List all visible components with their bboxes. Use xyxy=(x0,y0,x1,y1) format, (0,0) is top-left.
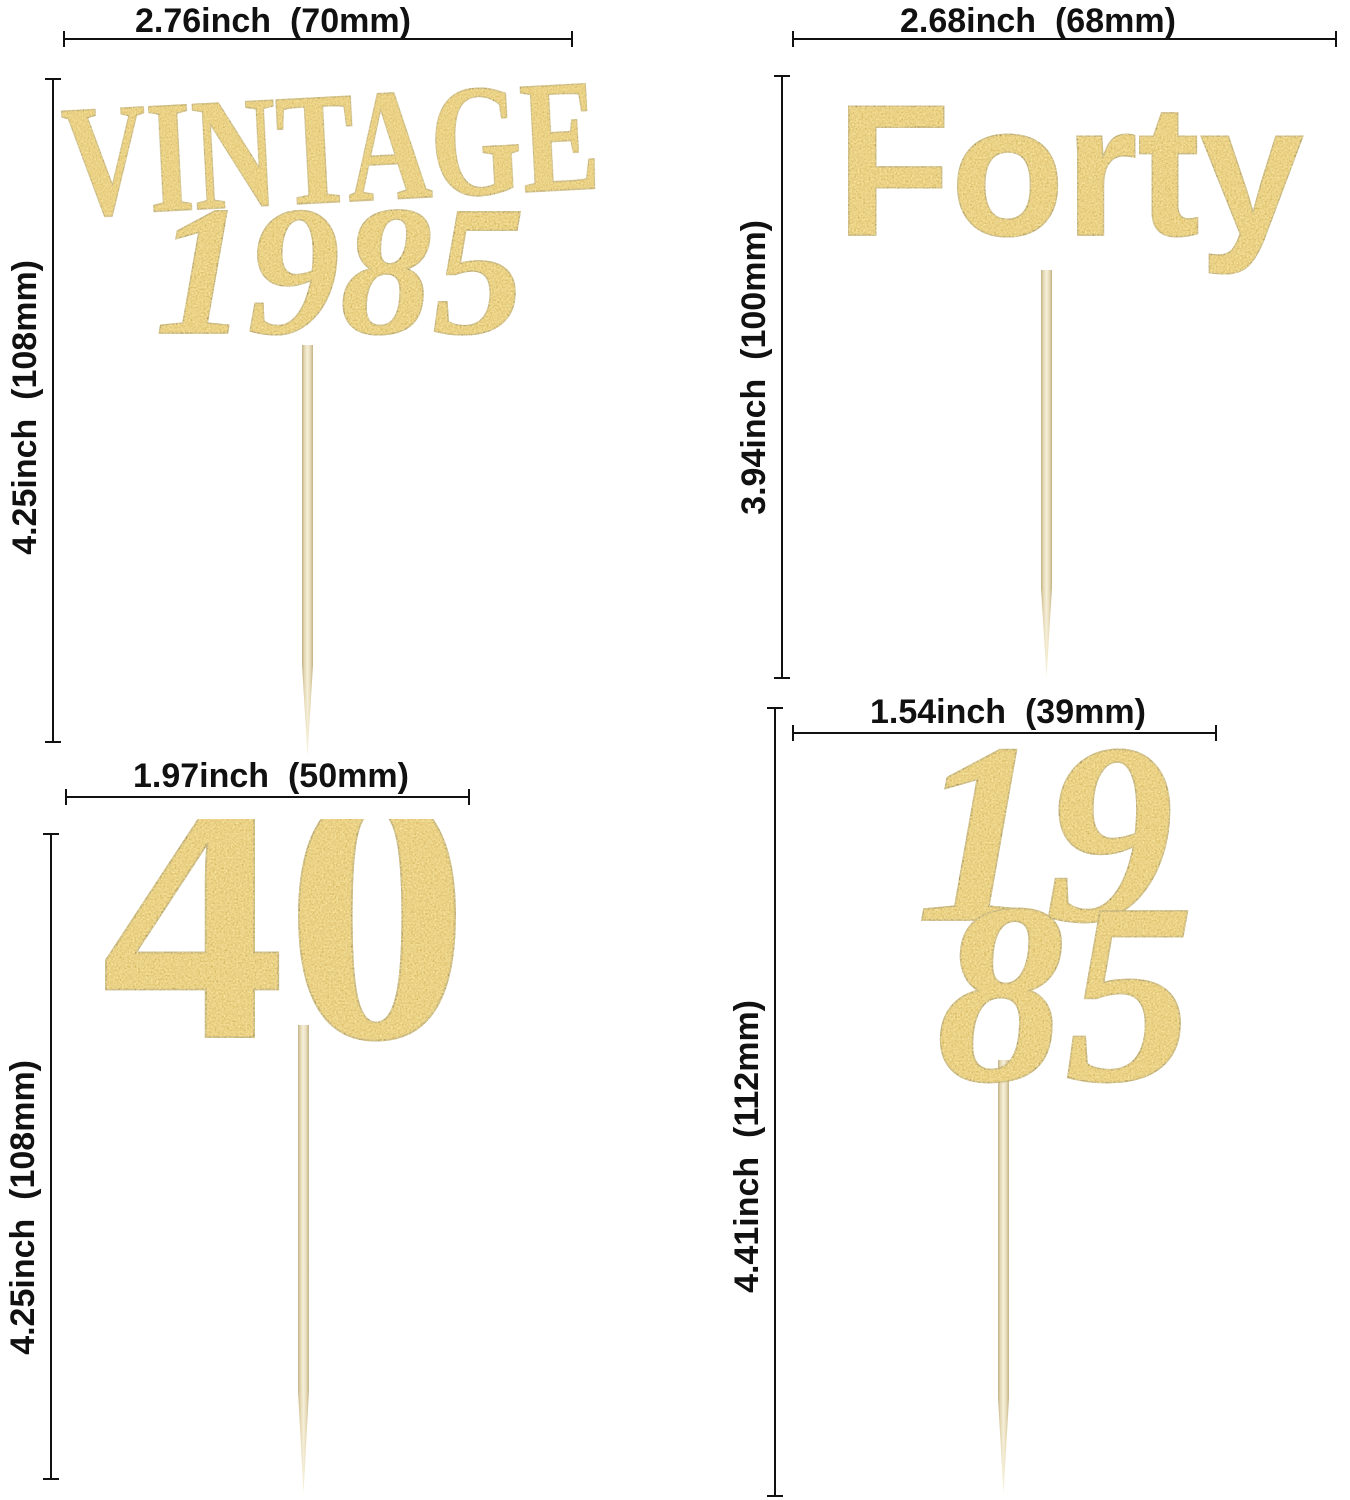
svg-text:Forty: Forty xyxy=(836,66,1304,275)
svg-text:40: 40 xyxy=(101,819,469,1089)
svg-text:85: 85 xyxy=(936,850,1194,1105)
svg-text:1985: 1985 xyxy=(155,169,525,374)
